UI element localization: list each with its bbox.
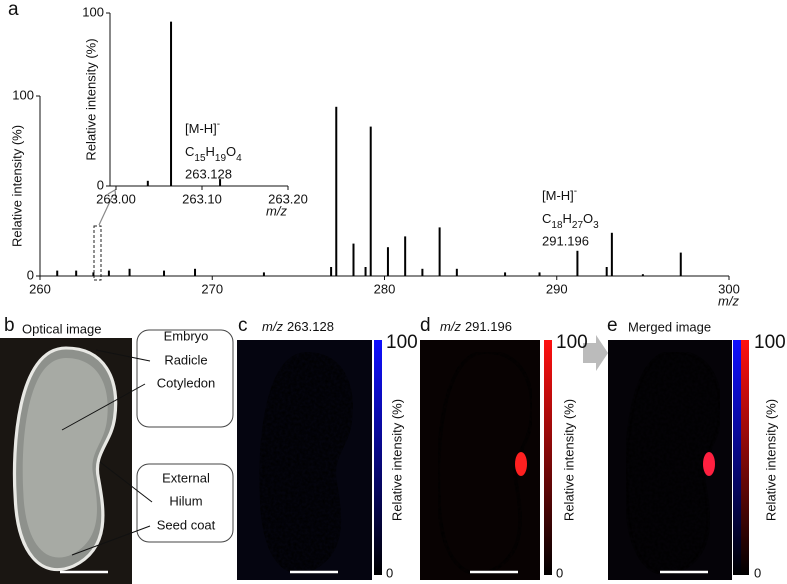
zoom-box xyxy=(93,225,102,281)
peak xyxy=(504,272,507,276)
peak xyxy=(335,106,338,276)
leader-line xyxy=(99,461,153,503)
panel-label: d xyxy=(420,315,431,336)
peak xyxy=(538,272,541,276)
peak xyxy=(679,252,682,276)
callout-item: Radicle xyxy=(164,352,207,367)
y-tick-label: 100 xyxy=(82,4,104,19)
callout-header: Embryo xyxy=(164,328,209,343)
y-axis-label: Relative intensity (%) xyxy=(9,125,24,247)
x-tick-label: 270 xyxy=(201,281,223,296)
x-tick-label: 263.00 xyxy=(96,191,136,206)
panel-label: b xyxy=(4,315,15,336)
peak xyxy=(146,180,149,186)
colorbar-label: Relative intensity (%) xyxy=(763,399,778,521)
x-axis-label: m/z xyxy=(266,203,287,218)
seed-optical xyxy=(12,346,118,572)
mz-label: 263.128 xyxy=(185,166,232,181)
peak xyxy=(262,272,265,276)
colorbar-max: 100 xyxy=(386,332,418,353)
peak xyxy=(194,268,197,276)
zoom-arrow-head xyxy=(107,189,117,200)
panel-label: a xyxy=(8,0,19,20)
colorbar-min: 0 xyxy=(556,565,563,580)
peak xyxy=(386,247,389,276)
callout-header: External xyxy=(162,470,210,485)
callout-item: Cotyledon xyxy=(157,375,216,390)
x-tick-label: 300 xyxy=(718,281,740,296)
peak xyxy=(610,232,613,276)
peak xyxy=(438,227,441,276)
mz-label: 291.196 xyxy=(542,233,589,248)
panel-label: e xyxy=(607,315,618,336)
callout-item: Seed coat xyxy=(157,517,216,532)
y-axis-label: Relative intensity (%) xyxy=(83,38,98,160)
zoom-arrow xyxy=(98,194,114,226)
title-text: 263.128 xyxy=(287,319,334,334)
peak xyxy=(128,268,131,276)
panel-title: Optical image xyxy=(22,321,101,336)
seed-merged xyxy=(624,350,722,576)
peak xyxy=(107,270,110,276)
colorbar-min: 0 xyxy=(386,565,393,580)
x-tick-label: 263.10 xyxy=(182,191,222,206)
leader-line xyxy=(71,525,151,556)
title-prefix: m/z xyxy=(262,319,283,334)
panel-label: c xyxy=(238,315,248,336)
peak xyxy=(421,268,424,276)
callout-box xyxy=(136,329,234,428)
peak xyxy=(330,267,333,276)
panel-title: m/z 263.128 xyxy=(262,319,334,334)
peak xyxy=(219,179,222,186)
peak xyxy=(75,270,78,276)
peak xyxy=(364,267,367,276)
colorbar xyxy=(741,340,749,575)
x-tick-label: 260 xyxy=(29,281,51,296)
title-prefix: m/z xyxy=(440,319,461,334)
peak xyxy=(605,267,608,276)
ion-label: [M-H]- xyxy=(185,119,220,136)
colorbar-label: Relative intensity (%) xyxy=(561,399,576,521)
x-tick-label: 263.20 xyxy=(268,191,308,206)
peak xyxy=(170,21,173,187)
title-text: 291.196 xyxy=(465,319,512,334)
y-tick-label: 0 xyxy=(97,177,104,192)
formula: C18H27O3 xyxy=(542,211,599,231)
callout-item: Hilum xyxy=(169,493,202,508)
panel-title: m/z 291.196 xyxy=(440,319,512,334)
colorbar-max: 100 xyxy=(556,332,588,353)
peak xyxy=(404,236,407,276)
panel-title: Merged image xyxy=(628,319,711,334)
peak xyxy=(455,268,458,276)
colorbar-min: 0 xyxy=(754,565,761,580)
leader-line xyxy=(95,349,151,362)
peak xyxy=(576,250,579,276)
colorbar xyxy=(733,340,741,575)
peak xyxy=(56,270,59,276)
formula: C15H19O4 xyxy=(185,144,242,164)
x-tick-label: 280 xyxy=(374,281,396,296)
x-tick-label: 290 xyxy=(546,281,568,296)
peak xyxy=(641,274,644,276)
peak xyxy=(369,126,372,276)
ion-label: [M-H]- xyxy=(542,186,577,203)
y-tick-label: 100 xyxy=(12,87,34,102)
peak xyxy=(163,270,166,276)
seed-red xyxy=(436,350,534,576)
leader-line xyxy=(61,383,146,431)
colorbar-label: Relative intensity (%) xyxy=(389,399,404,521)
x-axis-label: m/z xyxy=(718,293,739,308)
colorbar xyxy=(544,340,552,575)
y-tick-label: 0 xyxy=(27,267,34,282)
colorbar xyxy=(374,340,382,575)
arrow xyxy=(583,335,608,371)
callout-box xyxy=(136,463,234,543)
peak xyxy=(92,272,95,276)
peak xyxy=(352,243,355,276)
colorbar-max: 100 xyxy=(754,332,786,353)
